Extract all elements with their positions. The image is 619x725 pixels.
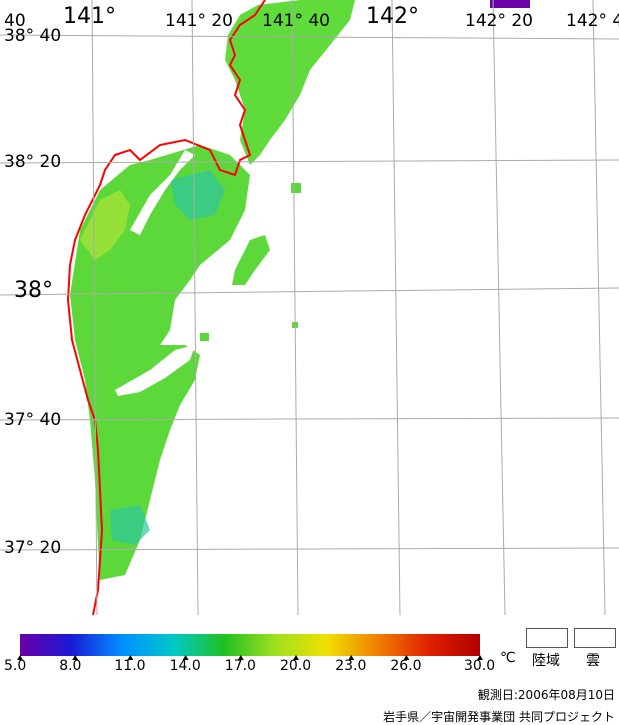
lat-label-38: 38° [14, 278, 53, 303]
colorbar-tick [237, 655, 244, 660]
legend-land-swatch [526, 628, 568, 648]
corner-label: 40 [4, 11, 26, 31]
lat-label-37-40: 37° 40 [4, 410, 62, 430]
colorbar-tick [182, 655, 189, 660]
lon-label-142: 142° [366, 4, 419, 29]
colorbar-tick [17, 655, 23, 660]
legend-cloud-swatch [574, 628, 616, 648]
lat-label-38-40: 38° 40 [4, 26, 62, 46]
colorbar-tick-label: 11.0 [114, 658, 146, 674]
sst-fill [70, 0, 530, 580]
cloud-gap-2 [115, 345, 195, 396]
credit-line: 岩手県／宇宙開発事業団 共同プロジェクト [383, 710, 615, 724]
colorbar-tick-label: 8.0 [59, 658, 82, 674]
lon-label-142-40: 142° 4 [566, 11, 619, 31]
colorbar-tick-label: 14.0 [169, 658, 201, 674]
colorbar-tick [403, 655, 410, 660]
sst-patch-warm [80, 190, 130, 260]
colorbar-tick [477, 655, 483, 660]
colorbar-tick-label: 5.0 [4, 658, 27, 674]
observation-date: 観測日:2006年08月10日 [477, 688, 615, 702]
legend-cloud-label: 雲 [586, 653, 600, 669]
sst-patch-cool [170, 170, 225, 220]
temperature-colorbar [17, 634, 483, 660]
purple-pixels [490, 0, 530, 8]
legend-land-label: 陸域 [532, 653, 560, 669]
sst-map [0, 0, 619, 616]
cloud-gap-1 [130, 150, 195, 235]
colorbar-tick [293, 655, 299, 660]
colorbar-tick [72, 655, 79, 660]
lon-label-142-20: 142° 20 [465, 11, 533, 31]
colorbar-tick-label: 30.0 [464, 658, 496, 674]
colorbar-ticks [17, 655, 483, 660]
colorbar-tick-label: 26.0 [390, 658, 422, 674]
colorbar-tick [348, 655, 355, 660]
colorbar-tick-label: 20.0 [280, 658, 312, 674]
sst-islet-d [200, 333, 209, 341]
colorbar-tick-label: 17.0 [224, 658, 256, 674]
lon-label-141-40: 141° 40 [262, 11, 330, 31]
colorbar-unit: ℃ [500, 650, 516, 666]
colorbar-tick-label: 23.0 [335, 658, 367, 674]
sst-islet-b [291, 183, 301, 193]
sst-islet-a [232, 235, 270, 285]
sst-region-north [225, 0, 355, 165]
colorbar-gradient [20, 634, 480, 656]
graticule [0, 0, 619, 616]
lat-label-38-20: 38° 20 [4, 152, 62, 172]
colorbar-tick [127, 655, 134, 660]
lon-label-141-20: 141° 20 [165, 11, 233, 31]
sst-patch-cool-south [110, 505, 150, 545]
lon-label-141: 141° [63, 4, 116, 29]
lat-label-37-20: 37° 20 [4, 538, 62, 558]
